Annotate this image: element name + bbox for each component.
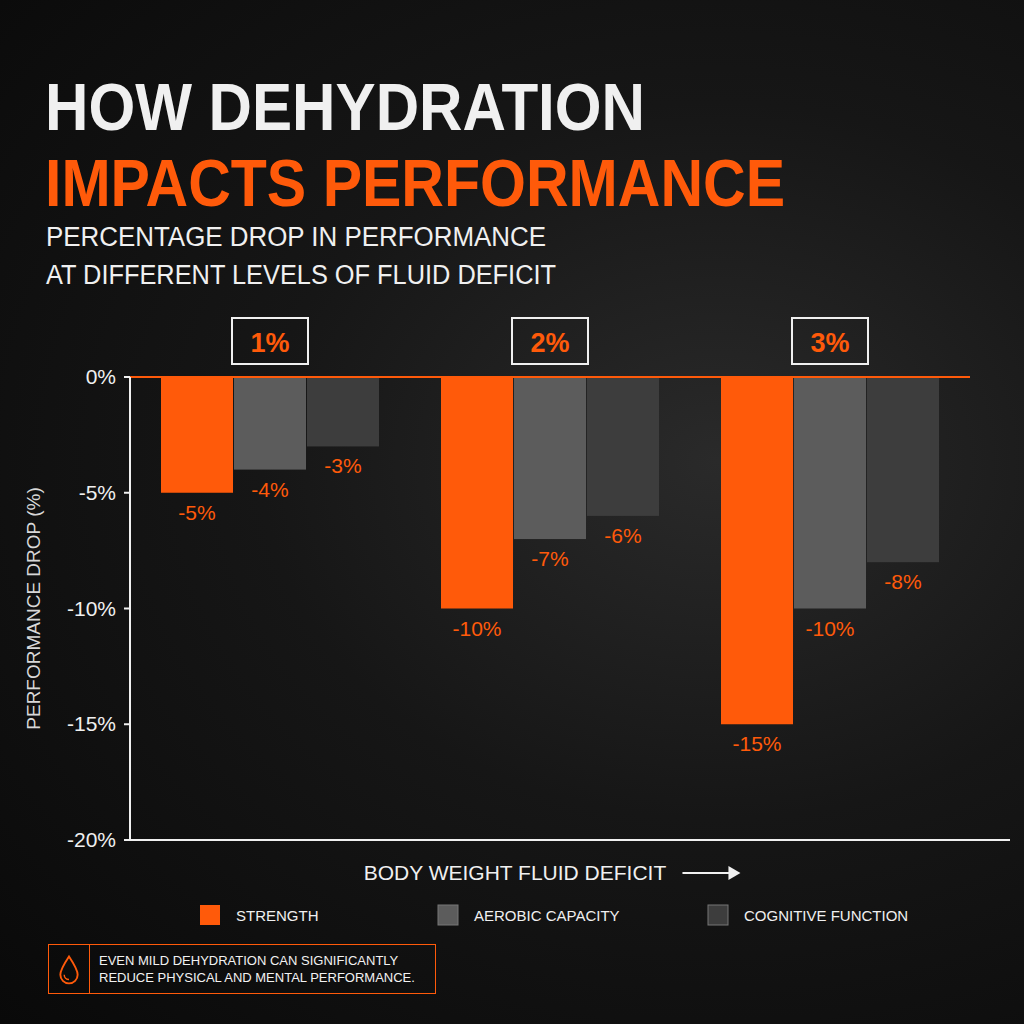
drop-shine bbox=[64, 975, 69, 980]
title: IMPACTS PERFORMANCE bbox=[45, 146, 785, 220]
y-tick-label: -15% bbox=[67, 712, 116, 735]
bar bbox=[441, 377, 513, 609]
bar bbox=[161, 377, 233, 493]
y-tick bbox=[124, 376, 130, 378]
y-tick-label: -5% bbox=[79, 481, 116, 504]
x-axis bbox=[130, 839, 1010, 841]
y-tick-label: -10% bbox=[67, 597, 116, 620]
bar bbox=[307, 377, 379, 446]
subtitle: PERCENTAGE DROP IN PERFORMANCE bbox=[46, 222, 546, 252]
drop-icon-cell bbox=[49, 945, 90, 993]
y-axis-title: PERFORMANCE DROP (%) bbox=[23, 487, 44, 729]
x-arrow-head bbox=[728, 866, 740, 880]
legend-swatch bbox=[708, 905, 728, 925]
chart-svg: HOW DEHYDRATIONIMPACTS PERFORMANCEPERCEN… bbox=[0, 0, 1024, 1024]
x-axis-title: BODY WEIGHT FLUID DEFICIT bbox=[364, 861, 667, 884]
category-label: 1% bbox=[250, 328, 289, 358]
bar bbox=[514, 377, 586, 539]
title: HOW DEHYDRATION bbox=[45, 70, 645, 144]
y-tick-label: -20% bbox=[67, 828, 116, 851]
category-box bbox=[512, 318, 588, 364]
y-tick bbox=[124, 492, 130, 494]
bar bbox=[234, 377, 306, 470]
stage: {"chart_data": {"type": "bar", "title": … bbox=[0, 0, 1024, 1024]
x-arrow-line bbox=[682, 872, 734, 874]
data-label: -4% bbox=[251, 478, 288, 501]
bars bbox=[161, 377, 939, 724]
annotation-text: EVEN MILD DEHYDRATION CAN SIGNIFICANTLY … bbox=[99, 953, 415, 985]
bar bbox=[867, 377, 939, 562]
legend-swatch bbox=[200, 905, 220, 925]
drop-shape bbox=[60, 957, 77, 984]
legend-label: AEROBIC CAPACITY bbox=[474, 907, 620, 924]
data-label: -7% bbox=[531, 547, 568, 570]
drop-icon bbox=[49, 945, 89, 993]
category-box bbox=[792, 318, 868, 364]
data-label: -3% bbox=[324, 454, 361, 477]
y-tick bbox=[124, 608, 130, 610]
data-label: -15% bbox=[732, 732, 781, 755]
data-label: -5% bbox=[178, 501, 215, 524]
bar bbox=[587, 377, 659, 516]
data-label: -10% bbox=[452, 617, 501, 640]
data-label: -6% bbox=[604, 524, 641, 547]
legend-label: STRENGTH bbox=[236, 907, 319, 924]
category-label: 3% bbox=[810, 328, 849, 358]
bar bbox=[721, 377, 793, 724]
category-label: 2% bbox=[530, 328, 569, 358]
zero-line bbox=[130, 376, 970, 378]
legend-swatch bbox=[438, 905, 458, 925]
legend-label: COGNITIVE FUNCTION bbox=[744, 907, 908, 924]
category-box bbox=[232, 318, 308, 364]
subtitle: AT DIFFERENT LEVELS OF FLUID DEFICIT bbox=[46, 260, 556, 290]
annotation-box: EVEN MILD DEHYDRATION CAN SIGNIFICANTLY … bbox=[48, 944, 436, 994]
y-tick-label: 0% bbox=[86, 365, 116, 388]
y-tick bbox=[124, 723, 130, 725]
y-tick bbox=[124, 839, 130, 841]
data-label: -10% bbox=[805, 617, 854, 640]
data-label: -8% bbox=[884, 570, 921, 593]
bar bbox=[794, 377, 866, 609]
